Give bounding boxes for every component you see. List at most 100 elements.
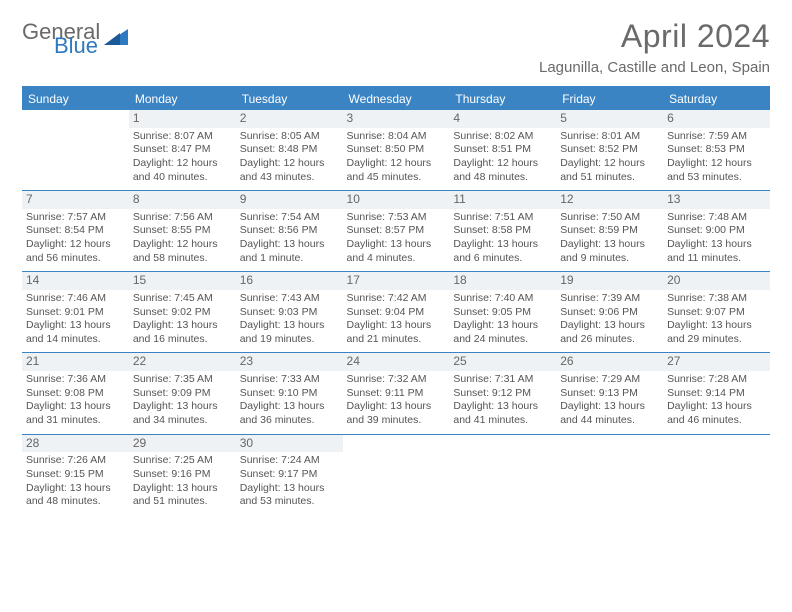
day-number: [556, 435, 663, 453]
daylight-text: Daylight: 13 hours and 48 minutes.: [26, 482, 125, 509]
day-number: 16: [236, 272, 343, 290]
sunset-text: Sunset: 9:12 PM: [453, 387, 552, 401]
day-cell: 2Sunrise: 8:05 AMSunset: 8:48 PMDaylight…: [236, 110, 343, 191]
day-cell: [22, 110, 129, 191]
daylight-text: Daylight: 13 hours and 16 minutes.: [133, 319, 232, 346]
daylight-text: Daylight: 12 hours and 43 minutes.: [240, 157, 339, 184]
sunrise-text: Sunrise: 7:42 AM: [347, 292, 446, 306]
day-cell: 14Sunrise: 7:46 AMSunset: 9:01 PMDayligh…: [22, 272, 129, 353]
day-number: [343, 435, 450, 453]
day-number: 29: [129, 435, 236, 453]
daylight-text: Daylight: 12 hours and 51 minutes.: [560, 157, 659, 184]
sunrise-text: Sunrise: 8:04 AM: [347, 130, 446, 144]
logo-word-blue: Blue: [54, 36, 100, 56]
day-cell: 8Sunrise: 7:56 AMSunset: 8:55 PMDaylight…: [129, 191, 236, 272]
month-title: April 2024: [539, 18, 770, 55]
sunrise-text: Sunrise: 8:07 AM: [133, 130, 232, 144]
day-number: 14: [22, 272, 129, 290]
daylight-text: Daylight: 13 hours and 46 minutes.: [667, 400, 766, 427]
day-number: 21: [22, 353, 129, 371]
sunset-text: Sunset: 9:05 PM: [453, 306, 552, 320]
daylight-text: Daylight: 13 hours and 31 minutes.: [26, 400, 125, 427]
sunrise-text: Sunrise: 7:25 AM: [133, 454, 232, 468]
daylight-text: Daylight: 13 hours and 21 minutes.: [347, 319, 446, 346]
day-cell: 10Sunrise: 7:53 AMSunset: 8:57 PMDayligh…: [343, 191, 450, 272]
day-number: 25: [449, 353, 556, 371]
day-number: 8: [129, 191, 236, 209]
daylight-text: Daylight: 13 hours and 4 minutes.: [347, 238, 446, 265]
sunset-text: Sunset: 9:02 PM: [133, 306, 232, 320]
day-cell: 28Sunrise: 7:26 AMSunset: 9:15 PMDayligh…: [22, 434, 129, 515]
sunrise-text: Sunrise: 7:36 AM: [26, 373, 125, 387]
sunrise-text: Sunrise: 7:40 AM: [453, 292, 552, 306]
day-number: 26: [556, 353, 663, 371]
day-cell: 17 Sunrise: 7:42 AMSunset: 9:04 PMDayligh…: [343, 272, 450, 353]
day-number: 1: [129, 110, 236, 128]
sunrise-text: Sunrise: 7:56 AM: [133, 211, 232, 225]
day-number: 20: [663, 272, 770, 290]
day-cell: 11Sunrise: 7:51 AMSunset: 8:58 PMDayligh…: [449, 191, 556, 272]
day-number: 15: [129, 272, 236, 290]
day-cell: 20Sunrise: 7:38 AMSunset: 9:07 PMDayligh…: [663, 272, 770, 353]
day-cell: [449, 434, 556, 515]
sunrise-text: Sunrise: 7:51 AM: [453, 211, 552, 225]
sunrise-text: Sunrise: 7:57 AM: [26, 211, 125, 225]
day-number: 23: [236, 353, 343, 371]
day-cell: 5Sunrise: 8:01 AMSunset: 8:52 PMDaylight…: [556, 110, 663, 191]
sunset-text: Sunset: 9:06 PM: [560, 306, 659, 320]
logo: General Blue: [22, 22, 130, 56]
day-header: Thursday: [449, 87, 556, 110]
day-cell: 25 Sunrise: 7:31 AMSunset: 9:12 PMDayligh…: [449, 353, 556, 434]
day-number: 17: [343, 272, 450, 290]
daylight-text: Daylight: 13 hours and 41 minutes.: [453, 400, 552, 427]
day-number: 5: [556, 110, 663, 128]
day-cell: 19Sunrise: 7:39 AMSunset: 9:06 PMDayligh…: [556, 272, 663, 353]
day-header: Monday: [129, 87, 236, 110]
day-cell: 1Sunrise: 8:07 AMSunset: 8:47 PMDaylight…: [129, 110, 236, 191]
day-number: 30: [236, 435, 343, 453]
week-row: 21Sunrise: 7:36 AMSunset: 9:08 PMDayligh…: [22, 353, 770, 434]
day-number: 10: [343, 191, 450, 209]
sunset-text: Sunset: 9:01 PM: [26, 306, 125, 320]
sunrise-text: Sunrise: 8:02 AM: [453, 130, 552, 144]
sunrise-text: Sunrise: 7:29 AM: [560, 373, 659, 387]
day-cell: [663, 434, 770, 515]
day-header: Saturday: [663, 87, 770, 110]
day-number: 22: [129, 353, 236, 371]
daylight-text: Daylight: 12 hours and 45 minutes.: [347, 157, 446, 184]
sunrise-text: Sunrise: 7:50 AM: [560, 211, 659, 225]
daylight-text: Daylight: 13 hours and 53 minutes.: [240, 482, 339, 509]
daylight-text: Daylight: 13 hours and 6 minutes.: [453, 238, 552, 265]
sunrise-text: Sunrise: 7:59 AM: [667, 130, 766, 144]
sunset-text: Sunset: 9:10 PM: [240, 387, 339, 401]
day-header: Sunday: [22, 87, 129, 110]
sunrise-text: Sunrise: 7:26 AM: [26, 454, 125, 468]
title-block: April 2024 Lagunilla, Castille and Leon,…: [539, 18, 770, 76]
sunrise-text: Sunrise: 7:31 AM: [453, 373, 552, 387]
sunset-text: Sunset: 9:04 PM: [347, 306, 446, 320]
day-number: 6: [663, 110, 770, 128]
day-cell: 12Sunrise: 7:50 AMSunset: 8:59 PMDayligh…: [556, 191, 663, 272]
day-header: Tuesday: [236, 87, 343, 110]
sunset-text: Sunset: 9:16 PM: [133, 468, 232, 482]
day-cell: 21Sunrise: 7:36 AMSunset: 9:08 PMDayligh…: [22, 353, 129, 434]
day-cell: 27Sunrise: 7:28 AMSunset: 9:14 PMDayligh…: [663, 353, 770, 434]
sunset-text: Sunset: 8:58 PM: [453, 224, 552, 238]
week-row: 28Sunrise: 7:26 AMSunset: 9:15 PMDayligh…: [22, 434, 770, 515]
calendar-table: Sunday Monday Tuesday Wednesday Thursday…: [22, 86, 770, 515]
daylight-text: Daylight: 12 hours and 56 minutes.: [26, 238, 125, 265]
day-number: 27: [663, 353, 770, 371]
daylight-text: Daylight: 12 hours and 48 minutes.: [453, 157, 552, 184]
week-row: 14Sunrise: 7:46 AMSunset: 9:01 PMDayligh…: [22, 272, 770, 353]
sunrise-text: Sunrise: 7:53 AM: [347, 211, 446, 225]
day-cell: 6Sunrise: 7:59 AMSunset: 8:53 PMDaylight…: [663, 110, 770, 191]
sunset-text: Sunset: 9:07 PM: [667, 306, 766, 320]
sunrise-text: Sunrise: 7:39 AM: [560, 292, 659, 306]
day-number: 18: [449, 272, 556, 290]
daylight-text: Daylight: 13 hours and 9 minutes.: [560, 238, 659, 265]
sunset-text: Sunset: 9:14 PM: [667, 387, 766, 401]
day-number: 24: [343, 353, 450, 371]
day-cell: [343, 434, 450, 515]
day-cell: 23Sunrise: 7:33 AMSunset: 9:10 PMDayligh…: [236, 353, 343, 434]
sunset-text: Sunset: 9:00 PM: [667, 224, 766, 238]
